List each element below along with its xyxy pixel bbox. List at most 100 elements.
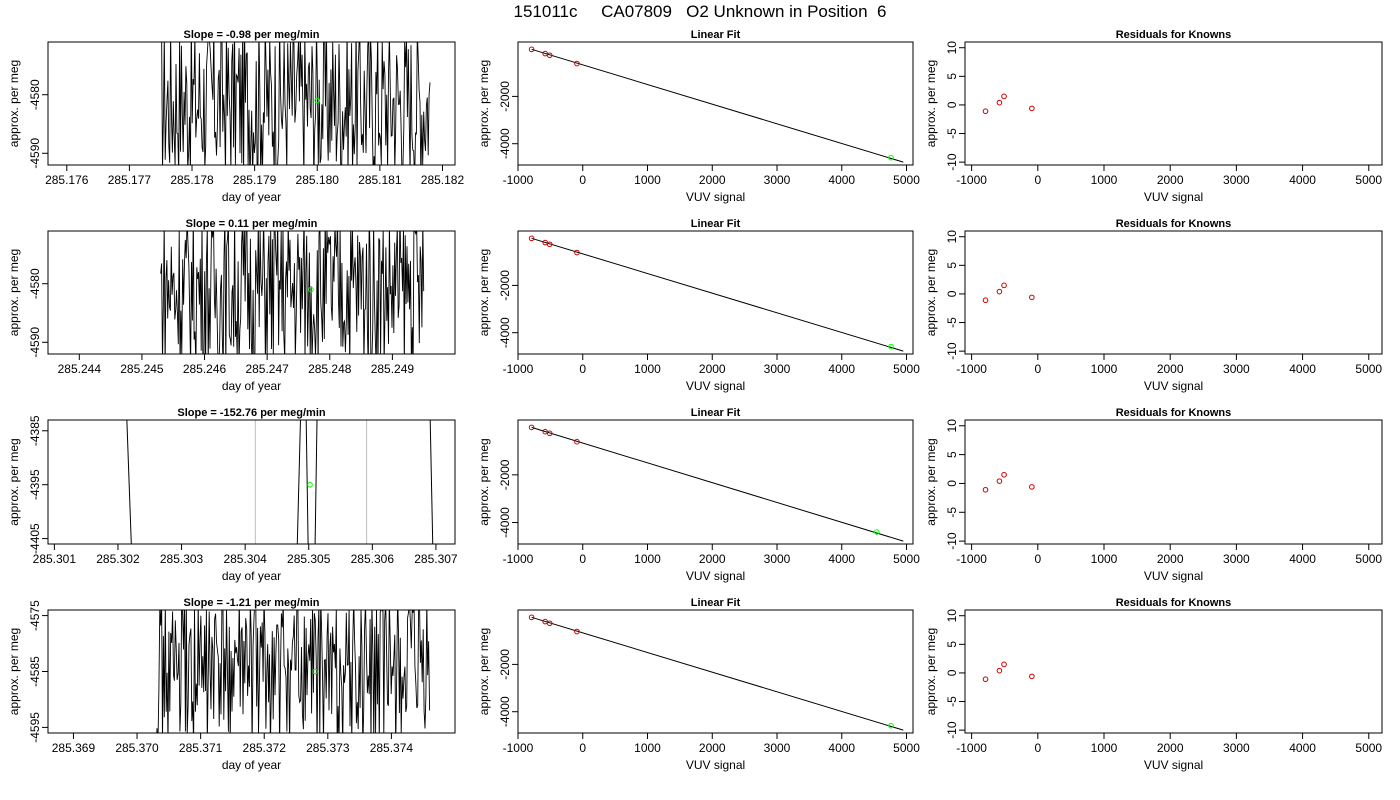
plot-frame	[517, 41, 914, 166]
plot-area	[161, 42, 431, 165]
panel-4-1: 285.369 285.370 285.371 285.372 285.373 285.3…	[7, 597, 456, 772]
x-tick-label: 0	[1034, 552, 1041, 566]
plot-frame	[517, 230, 914, 355]
unknown-point	[308, 286, 314, 293]
y-tick-label: -4585	[28, 656, 42, 687]
y-tick-label: -5	[945, 128, 959, 139]
y-tick-label: 0	[945, 669, 959, 676]
plot-area	[528, 235, 904, 352]
plot-area	[528, 46, 904, 163]
plot-frame	[517, 609, 914, 734]
x-axis-label: day of year	[222, 379, 281, 393]
data-segment	[314, 420, 318, 544]
plot-area	[982, 93, 1035, 115]
x-tick-label: 0	[1034, 741, 1041, 755]
x-tick-label: 5000	[893, 173, 920, 187]
known-point	[982, 676, 989, 683]
y-tick-label: 0	[945, 101, 959, 108]
x-tick-label: 4000	[1289, 173, 1316, 187]
x-tick-label: 4000	[828, 741, 855, 755]
x-tick-label: -1000	[503, 741, 534, 755]
unknown-point	[888, 154, 894, 161]
y-tick-label: -4405	[28, 523, 42, 554]
x-tick-label: 285.176	[45, 173, 89, 187]
x-tick-label: -1000	[956, 552, 987, 566]
panel-title: Slope = 0.11 per meg/min	[186, 218, 318, 230]
fit-line	[531, 426, 904, 542]
x-tick-label: 5000	[893, 362, 920, 376]
x-tick-label: 1000	[634, 741, 661, 755]
x-tick-label: 285.246	[183, 362, 227, 376]
x-tick-label: 285.373	[306, 741, 350, 755]
x-tick-label: 285.248	[308, 362, 352, 376]
x-tick-label: 1000	[634, 362, 661, 376]
unknown-point	[888, 343, 894, 350]
x-tick-label: 285.180	[296, 173, 340, 187]
x-tick-label: 0	[579, 173, 586, 187]
data-trace	[156, 610, 431, 733]
plot-frame	[964, 609, 1383, 734]
x-tick-label: 285.178	[170, 173, 214, 187]
x-tick-label: 5000	[1355, 173, 1382, 187]
unknown-point	[307, 481, 313, 488]
x-tick-label: 4000	[828, 362, 855, 376]
y-axis-label: approx. per meg	[924, 60, 938, 147]
x-tick-label: 2000	[699, 741, 726, 755]
x-axis-label: VUV signal	[686, 758, 745, 772]
x-tick-label: 3000	[764, 741, 791, 755]
plot-area	[528, 614, 904, 731]
known-point	[574, 249, 580, 256]
panel-4-2: -1000 0 1000 2000 3000 4000 5000 -2000 -4000 Line…	[477, 597, 920, 772]
panel-title: Slope = -1.21 per meg/min	[183, 597, 319, 609]
x-tick-label: 285.244	[58, 362, 102, 376]
x-tick-label: -1000	[503, 173, 534, 187]
y-tick-label: -4000	[498, 317, 512, 348]
y-tick-label: -10	[945, 153, 959, 171]
known-point	[1001, 471, 1007, 478]
y-tick-label: -5	[945, 507, 959, 518]
x-tick-label: 1000	[1091, 173, 1118, 187]
x-tick-label: 285.181	[358, 173, 402, 187]
plot-area	[528, 424, 904, 542]
x-tick-label: 285.179	[233, 173, 277, 187]
panel-title: Residuals for Knowns	[1116, 29, 1232, 41]
x-tick-label: 285.372	[243, 741, 287, 755]
plot-area	[982, 661, 1035, 683]
y-axis-label: approx. per meg	[477, 249, 491, 336]
y-tick-label: -4385	[28, 415, 42, 446]
y-tick-label: 0	[945, 480, 959, 487]
y-tick-label: 0	[945, 290, 959, 297]
plot-area	[982, 471, 1035, 493]
y-tick-label: -4595	[28, 712, 42, 743]
x-axis-label: day of year	[222, 569, 281, 583]
y-tick-label: -4000	[498, 696, 512, 727]
known-point	[1029, 105, 1035, 112]
x-tick-label: 5000	[1355, 362, 1382, 376]
x-tick-label: 285.369	[52, 741, 96, 755]
known-point	[1001, 93, 1007, 100]
x-tick-label: 285.371	[179, 741, 223, 755]
x-tick-label: 2000	[1157, 173, 1184, 187]
fit-line	[531, 616, 904, 731]
panel-2-1: 285.244 285.245 285.246 285.247 285.248 285.2…	[7, 218, 456, 393]
y-axis-label: approx. per meg	[477, 60, 491, 147]
panel-title: Linear Fit	[691, 597, 741, 609]
y-tick-label: -4000	[498, 507, 512, 538]
known-point	[982, 486, 989, 493]
panel-2-2: -1000 0 1000 2000 3000 4000 5000 -2000 -4000 Line…	[477, 218, 920, 393]
x-tick-label: 285.370	[115, 741, 159, 755]
x-tick-label: 4000	[1289, 362, 1316, 376]
y-tick-label: -2000	[498, 649, 512, 680]
x-tick-label: 285.305	[287, 552, 331, 566]
panel-title: Residuals for Knowns	[1116, 407, 1232, 419]
plot-frame	[964, 419, 1383, 545]
x-tick-label: 3000	[764, 173, 791, 187]
x-tick-label: -1000	[503, 552, 534, 566]
x-axis-label: VUV signal	[1144, 379, 1203, 393]
y-tick-label: 10	[945, 41, 959, 55]
known-point	[546, 430, 553, 437]
x-tick-label: 0	[1034, 173, 1041, 187]
x-tick-label: 2000	[699, 173, 726, 187]
data-trace	[161, 42, 431, 165]
panel-3-3: -1000 0 1000 2000 3000 4000 5000 10 5 0 -5 -10 Resid…	[924, 407, 1383, 583]
